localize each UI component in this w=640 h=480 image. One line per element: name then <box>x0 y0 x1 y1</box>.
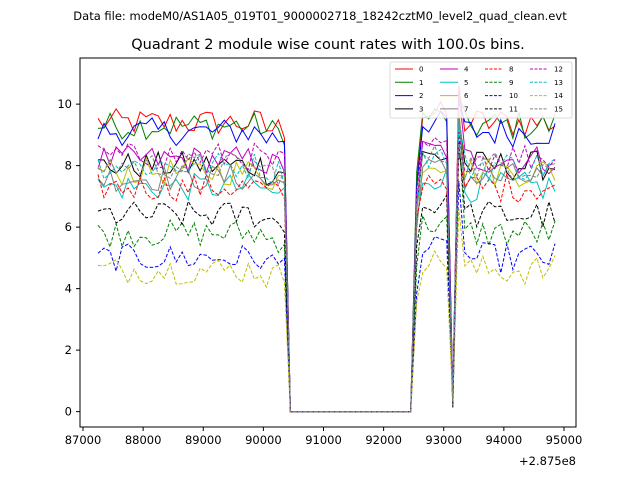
x-tick-label: 88000 <box>125 433 162 447</box>
series-layer <box>97 85 556 413</box>
x-tick-label: 92000 <box>365 433 402 447</box>
legend-label-4: 4 <box>464 66 469 74</box>
series-line-7 <box>97 110 556 413</box>
y-tick-label: 2 <box>65 343 72 357</box>
plot-frame <box>79 57 577 428</box>
y-tick-label: 8 <box>65 159 72 173</box>
chart-title: Quadrant 2 module wise count rates with … <box>131 37 525 53</box>
legend-label-1: 1 <box>419 79 423 87</box>
series-line-8 <box>97 153 556 413</box>
series-line-15 <box>97 144 556 413</box>
legend-label-14: 14 <box>554 92 563 100</box>
legend-label-2: 2 <box>419 92 423 100</box>
series-line-4 <box>97 91 556 413</box>
y-tick-label: 4 <box>65 282 72 296</box>
legend-label-13: 13 <box>554 79 563 87</box>
y-tick-label: 10 <box>57 97 72 111</box>
x-tick-label: 87000 <box>65 433 102 447</box>
x-offset-label: +2.875e8 <box>519 454 576 468</box>
legend-label-7: 7 <box>464 105 468 113</box>
series-line-0 <box>97 85 556 413</box>
x-tick-label: 93000 <box>425 433 462 447</box>
legend-label-3: 3 <box>419 105 423 113</box>
legend-label-5: 5 <box>464 79 468 87</box>
legend-box <box>389 61 573 119</box>
x-tick-label: 91000 <box>305 433 342 447</box>
legend-label-6: 6 <box>464 92 469 100</box>
legend-label-12: 12 <box>554 66 563 74</box>
legend-label-11: 11 <box>509 105 518 113</box>
data-file-label: Data file: modeM0/AS1A05_019T01_90000027… <box>73 9 567 23</box>
legend-label-10: 10 <box>509 92 518 100</box>
x-tick-label: 90000 <box>245 433 282 447</box>
series-line-11 <box>97 140 556 413</box>
series-line-14 <box>97 208 556 413</box>
x-tick-label: 89000 <box>185 433 222 447</box>
legend-label-8: 8 <box>509 66 513 74</box>
y-tick-label: 6 <box>65 220 72 234</box>
x-tick-label: 95000 <box>546 433 583 447</box>
axes-layer: 87000 88000 89000 90000 91000 92000 93000 94000… <box>57 97 582 468</box>
legend-label-9: 9 <box>509 79 513 87</box>
series-line-10 <box>97 180 556 413</box>
x-tick-label: 94000 <box>486 433 523 447</box>
series-line-6 <box>97 110 556 413</box>
legend-label-15: 15 <box>554 105 563 113</box>
legend-label-0: 0 <box>419 66 423 74</box>
y-tick-label: 0 <box>65 405 72 419</box>
